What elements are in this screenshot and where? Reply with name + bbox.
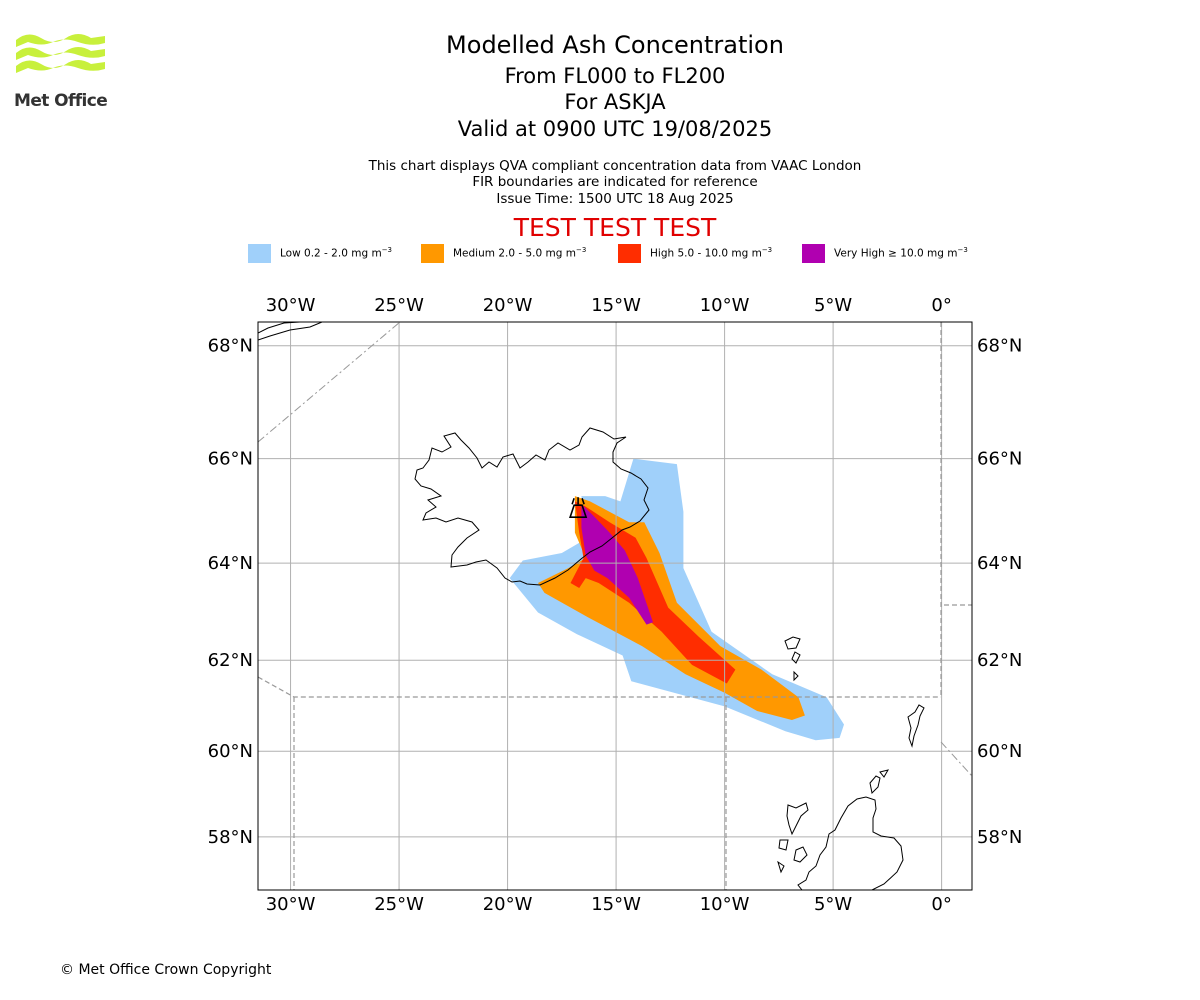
test-banner: TEST TEST TEST — [513, 213, 717, 242]
coastline-iceland — [414, 427, 650, 586]
axis-ticks: 30°W 30°W 25°W 25°W 20°W 20°W 15°W 15°W 10°W 10°W… — [208, 295, 1023, 915]
legend-label-high: High 5.0 - 10.0 mg m — [650, 247, 762, 260]
chart-note: This chart displays QVA compliant concen… — [368, 158, 862, 174]
lat-tick-label: 60°N — [208, 741, 253, 762]
lon-tick-label: 25°W — [374, 894, 424, 915]
lat-tick-label: 60°N — [977, 741, 1022, 762]
lon-tick-label: 25°W — [374, 295, 424, 316]
volcano-marker — [568, 497, 588, 519]
lon-tick-label: 0° — [931, 295, 951, 316]
lat-tick-label: 68°N — [208, 336, 253, 357]
coastline-greenland — [258, 322, 323, 341]
coastlines — [258, 322, 925, 890]
lon-tick-label: 10°W — [700, 894, 750, 915]
lon-tick-label: 0° — [931, 894, 951, 915]
legend-unit-exp-very-high: −3 — [957, 246, 968, 254]
met-office-waves-icon — [16, 34, 105, 73]
legend-label-very-high: Very High ≥ 10.0 mg m — [834, 247, 958, 260]
lat-tick-label: 58°N — [208, 827, 253, 848]
flight-levels: From FL000 to FL200 — [504, 64, 726, 88]
map-frame — [257, 321, 973, 891]
lon-tick-label: 30°W — [266, 295, 316, 316]
ash-zone-very-high — [581, 504, 653, 625]
chart-title: Modelled Ash Concentration — [446, 31, 784, 59]
legend-label-low: Low 0.2 - 2.0 mg m — [280, 247, 382, 260]
lon-tick-label: 10°W — [700, 295, 750, 316]
legend-unit-exp-low: −3 — [381, 246, 393, 254]
coastline-faroe — [784, 636, 801, 682]
lon-tick-label: 5°W — [814, 894, 852, 915]
legend-unit-exp-medium: −3 — [575, 246, 587, 254]
copyright: © Met Office Crown Copyright — [60, 962, 272, 978]
grid-lines — [258, 322, 972, 890]
lon-tick-label: 20°W — [483, 894, 533, 915]
lon-tick-label: 30°W — [266, 894, 316, 915]
lat-tick-label: 66°N — [977, 449, 1022, 470]
issue-time: Issue Time: 1500 UTC 18 Aug 2025 — [496, 191, 734, 207]
legend-swatch-high — [618, 244, 641, 263]
lat-tick-label: 62°N — [208, 650, 253, 671]
coastline-hebrides — [777, 802, 809, 874]
coastline-shetland — [907, 704, 925, 748]
lon-tick-label: 15°W — [591, 295, 641, 316]
lon-tick-label: 15°W — [591, 894, 641, 915]
legend-swatch-very-high — [802, 244, 825, 263]
lat-tick-label: 68°N — [977, 336, 1022, 357]
fir-boundaries — [258, 322, 972, 890]
lat-tick-label: 64°N — [208, 553, 253, 574]
volcano-name: For ASKJA — [564, 90, 666, 114]
fir-note: FIR boundaries are indicated for referen… — [472, 174, 758, 190]
fir-boundary-southwest — [258, 676, 941, 698]
lat-tick-label: 64°N — [977, 553, 1022, 574]
ash-layer — [509, 458, 844, 741]
legend-swatch-medium — [421, 244, 444, 263]
valid-time: Valid at 0900 UTC 19/08/2025 — [457, 117, 773, 141]
fir-boundary-southeast — [940, 741, 972, 777]
legend-label-medium: Medium 2.0 - 5.0 mg m — [453, 247, 576, 260]
coastline-orkney — [869, 769, 890, 795]
lon-tick-label: 20°W — [483, 295, 533, 316]
legend-swatch-low — [248, 244, 271, 263]
legend-unit-exp-high: −3 — [761, 246, 773, 254]
met-office-logo: Met Office — [14, 30, 109, 112]
volcano-icon — [568, 497, 588, 519]
fir-boundary-west — [258, 322, 401, 443]
lat-tick-label: 66°N — [208, 449, 253, 470]
coastline-scotland — [797, 796, 904, 890]
logo-text: Met Office — [14, 91, 108, 111]
lat-tick-label: 58°N — [977, 827, 1022, 848]
lon-tick-label: 5°W — [814, 295, 852, 316]
map-area — [258, 322, 972, 890]
lat-tick-label: 62°N — [977, 650, 1022, 671]
